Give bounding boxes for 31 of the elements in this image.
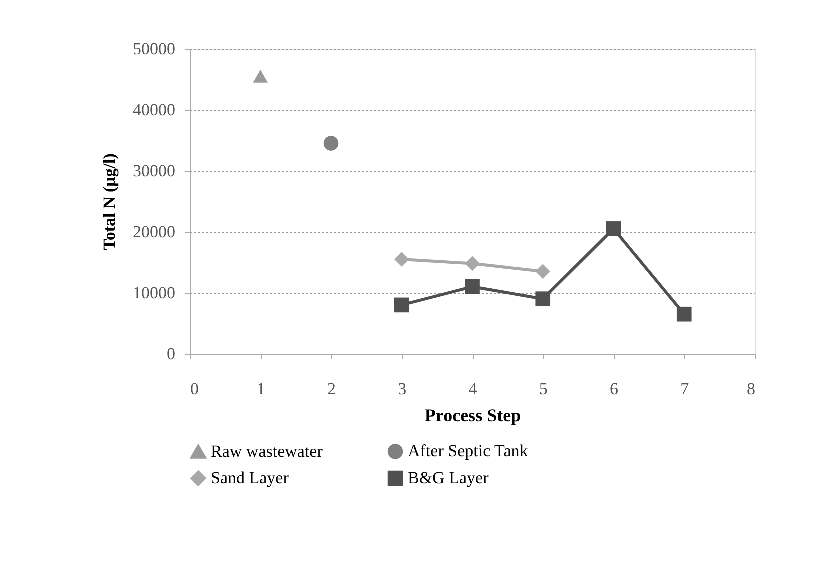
y-tick-label: 50000 bbox=[133, 40, 176, 58]
x-tick-label: 7 bbox=[680, 380, 690, 398]
x-tick-label: 0 bbox=[190, 380, 199, 398]
point bbox=[606, 222, 622, 236]
point bbox=[465, 256, 480, 272]
x-tick-label: 2 bbox=[328, 380, 336, 398]
y-tick-label: 0 bbox=[167, 344, 176, 364]
y-tick-label: 40000 bbox=[133, 100, 176, 120]
point bbox=[465, 279, 480, 294]
point bbox=[676, 306, 692, 322]
point bbox=[394, 298, 410, 313]
x-tick-label: 8 bbox=[747, 380, 756, 398]
point bbox=[324, 136, 339, 151]
point bbox=[394, 252, 410, 267]
y-tick-label: 30000 bbox=[133, 162, 176, 180]
legend-label: After Septic Tank bbox=[408, 442, 529, 461]
x-tick-label: 1 bbox=[256, 380, 266, 398]
legend-label: Raw wastewater bbox=[211, 442, 324, 462]
x-tick-label: 6 bbox=[610, 380, 618, 398]
point bbox=[536, 292, 551, 307]
point bbox=[536, 264, 551, 280]
x-tick-label: 5 bbox=[539, 380, 548, 398]
point bbox=[253, 70, 268, 83]
legend-label: Sand Layer bbox=[211, 468, 290, 488]
x-axis-title: Process Step bbox=[424, 406, 522, 426]
y-axis-title: Total N (μg/l) bbox=[100, 154, 119, 250]
x-tick-label: 3 bbox=[398, 380, 407, 398]
legend-label: B&G Layer bbox=[408, 468, 490, 488]
x-tick-label: 4 bbox=[468, 380, 478, 398]
y-tick-label: 20000 bbox=[133, 222, 176, 242]
y-tick-label: 10000 bbox=[133, 284, 176, 302]
